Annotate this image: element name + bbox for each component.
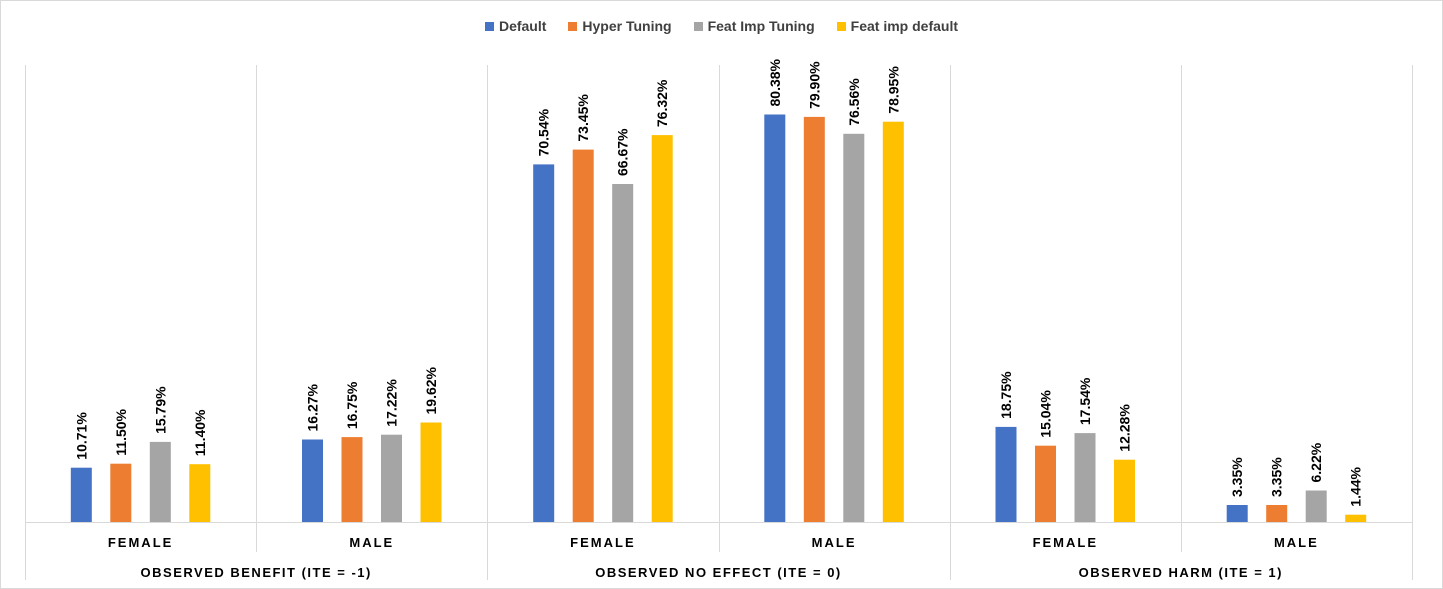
legend-label: Hyper Tuning: [582, 18, 672, 34]
bar: [149, 441, 171, 522]
bar: [110, 463, 132, 522]
bar: [302, 439, 323, 522]
data-label: 70.54%: [536, 108, 552, 156]
bar: [341, 437, 363, 522]
data-label: 19.62%: [423, 366, 439, 414]
data-label: 17.54%: [1077, 377, 1093, 425]
data-label: 16.75%: [344, 381, 360, 429]
bar: [882, 121, 904, 522]
bar: [803, 116, 825, 523]
data-label: 10.71%: [73, 412, 89, 460]
bar: [651, 135, 673, 522]
bar: [843, 133, 865, 523]
data-label: 73.45%: [575, 94, 591, 142]
data-label: 15.79%: [152, 386, 168, 434]
bar: [70, 467, 92, 522]
bar: [572, 149, 594, 522]
bar: [420, 422, 442, 522]
bar: [533, 164, 555, 522]
group-label: OBSERVED BENEFIT (ITE = -1): [141, 565, 372, 580]
bar: [1114, 459, 1135, 522]
data-label: 66.67%: [615, 128, 631, 176]
data-label: 76.56%: [846, 78, 862, 126]
legend-swatch: [693, 21, 703, 31]
category-label: FEMALE: [1033, 535, 1098, 550]
group-label: OBSERVED NO EFFECT (ITE = 0): [595, 565, 842, 580]
data-label: 12.28%: [1117, 404, 1133, 452]
bar: [1074, 433, 1096, 522]
legend-item: Hyper Tuning: [568, 18, 672, 34]
category-label: MALE: [812, 535, 857, 550]
legend-swatch: [836, 21, 846, 31]
legend-item: Feat imp default: [836, 18, 959, 34]
data-label: 79.90%: [806, 61, 822, 109]
data-label: 80.38%: [767, 58, 783, 106]
category-label: FEMALE: [570, 535, 635, 550]
legend-swatch: [484, 21, 494, 31]
data-label: 18.75%: [998, 371, 1014, 419]
data-label: 76.32%: [654, 79, 670, 127]
category-label: FEMALE: [108, 535, 173, 550]
data-label: 3.35%: [1269, 457, 1285, 497]
data-label: 3.35%: [1229, 457, 1245, 497]
bar: [764, 114, 786, 522]
bar: [189, 464, 211, 522]
legend-label: Feat imp default: [850, 18, 959, 34]
data-label: 1.44%: [1348, 466, 1364, 506]
bar: [381, 434, 402, 522]
data-label: 16.27%: [305, 383, 321, 431]
bar: [1266, 505, 1288, 522]
group-label: OBSERVED HARM (ITE = 1): [1079, 565, 1283, 580]
legend-item: Feat Imp Tuning: [693, 18, 815, 34]
bar: [612, 184, 634, 522]
data-label: 6.22%: [1308, 442, 1324, 482]
data-label: 15.04%: [1038, 390, 1054, 438]
bar: [1226, 505, 1248, 522]
legend-item: Default: [484, 18, 547, 34]
data-label: 17.22%: [384, 379, 400, 427]
legend-label: Default: [498, 18, 547, 34]
bar: [995, 426, 1017, 522]
category-label: MALE: [349, 535, 394, 550]
data-label: 11.40%: [192, 409, 208, 456]
bar: [1035, 445, 1056, 522]
bar: [1345, 514, 1367, 522]
legend-swatch: [568, 21, 578, 31]
data-label: 78.95%: [885, 66, 901, 114]
bar: [1305, 490, 1327, 522]
legend-label: Feat Imp Tuning: [707, 18, 815, 34]
legend: Default Hyper Tuning Feat Imp Tuning Feat i…: [0, 18, 1443, 34]
data-label: 11.50%: [113, 408, 129, 455]
category-label: MALE: [1274, 535, 1319, 550]
